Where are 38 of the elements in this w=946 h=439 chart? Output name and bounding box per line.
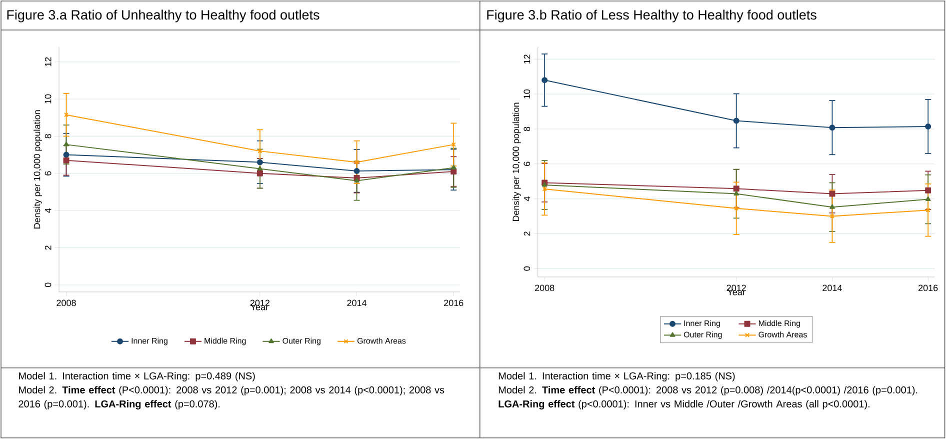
text: Model 2. Time effect (P<0.0001): 2008 vs 2012 (p=0.008) /2014(p<0.0001) /2016 (p=0.001). LGA-Ring effect (p<0.0001): Inner vs Middle /Outer /Growth Areas (all p<0.0001). <box>498 386 918 410</box>
legend-label: Outer Ring <box>282 338 320 346</box>
x-tick-label: 2016 <box>444 300 464 306</box>
x-tick-label: 2008 <box>535 284 554 292</box>
x-tick-label: 2008 <box>56 300 76 306</box>
legend-label: Inner Ring <box>132 338 168 346</box>
y-tick-label: 12 <box>524 54 530 64</box>
x-tick-label: 2012 <box>250 300 270 306</box>
y-tick-label: 2 <box>524 232 530 236</box>
y-tick-label: 6 <box>524 162 530 166</box>
x-tick-label: 2014 <box>822 284 842 292</box>
x-tick-label: 2014 <box>347 300 367 306</box>
y-tick-label: 12 <box>44 57 52 66</box>
y-tick-label: 8 <box>44 134 52 138</box>
legend-label: Growth Areas <box>758 332 807 338</box>
x-tick-label: 2016 <box>918 284 938 292</box>
y-tick-label: 0 <box>524 266 530 271</box>
chart-title: Figure 3.b Ratio of Less Healthy to Healthy food outlets <box>487 10 816 22</box>
y-tick-label: 4 <box>45 208 52 213</box>
legend-label: Middle Ring <box>758 320 800 328</box>
y-tick-label: 10 <box>524 89 530 98</box>
legend-label: Outer Ring <box>684 332 722 340</box>
y-tick-label: 4 <box>524 196 530 202</box>
y-axis-title: Density per 10,000 population <box>34 110 42 229</box>
text: Model 1. Interaction time × LGA-Ring: p=0.489 (NS) <box>19 372 255 382</box>
chart-title: Figure 3.a Ratio of Unhealthy to Healthy food outlets <box>7 10 320 22</box>
legend-label: Inner Ring <box>684 320 720 328</box>
y-tick-label: 8 <box>524 126 530 132</box>
text: Model 1. Interaction time × LGA-Ring: p=0.185 (NS) <box>498 372 735 382</box>
x-tick-label: 2012 <box>726 284 746 292</box>
y-tick-label: 0 <box>44 282 52 288</box>
legend-label: Growth Areas <box>357 338 406 344</box>
text: Model 2. Time effect (P<0.0001): 2008 vs 2012 (p=0.001); 2008 vs 2014 (p<0.0001); 2008 vs 2016 (p=0.001). LGA-Ring effect (p=0.078). <box>18 386 444 410</box>
y-tick-label: 2 <box>44 246 52 250</box>
y-tick-label: 10 <box>44 94 52 104</box>
legend-label: Middle Ring <box>204 338 246 346</box>
y-tick-label: 6 <box>44 171 52 176</box>
y-axis-title: Density per 10,000 population <box>512 102 521 222</box>
